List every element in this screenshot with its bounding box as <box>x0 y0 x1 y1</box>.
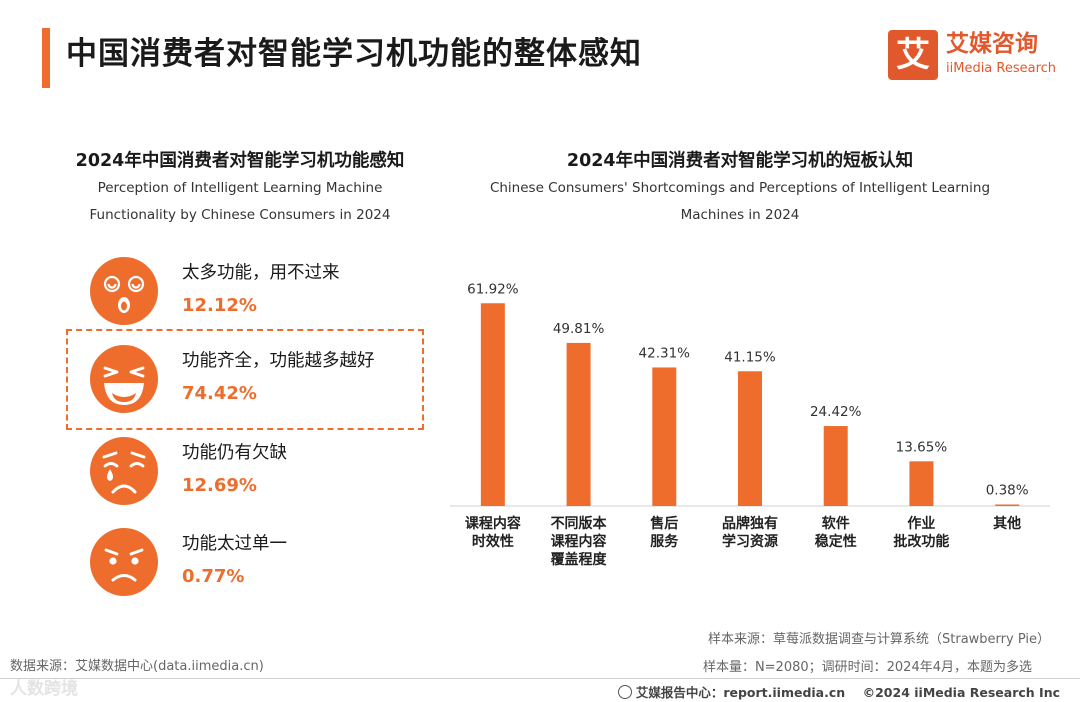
category-label: 稳定性 <box>815 533 857 550</box>
left-subtitle-line1: Perception of Intelligent Learning Machi… <box>97 180 383 196</box>
bar <box>823 426 848 506</box>
watermark: 人数跨境 <box>10 679 78 699</box>
crying-face-icon <box>90 437 158 505</box>
perception-item: 功能齐全，功能越多越好 74.42% <box>88 343 418 423</box>
category-label: 软件 <box>822 515 850 532</box>
perception-label: 功能太过单一 <box>182 534 287 554</box>
bar-value-label: 61.92% <box>467 281 519 297</box>
right-section-title: 2024年中国消费者对智能学习机的短板认知 <box>566 151 914 171</box>
bar <box>738 371 762 506</box>
perception-label: 功能仍有欠缺 <box>182 443 287 463</box>
bar <box>566 342 591 506</box>
bar-value-label: 41.15% <box>724 349 776 365</box>
title-accent-bar <box>42 28 50 88</box>
logo-english-name: iiMedia Research <box>946 61 1057 76</box>
dizzy-face-icon <box>90 257 158 325</box>
perception-label: 功能齐全，功能越多越好 <box>182 351 375 371</box>
bar <box>909 461 934 506</box>
bar <box>995 504 1020 506</box>
footer-bar: 艾媒报告中心：report.iimedia.cn ©2024 iiMedia R… <box>617 682 1060 701</box>
category-label: 品牌独有 <box>722 515 778 532</box>
perception-value: 0.77% <box>182 566 245 587</box>
category-label: 时效性 <box>472 533 514 550</box>
perception-item: 功能仍有欠缺 12.69% <box>88 435 418 515</box>
right-section-subtitle: Chinese Consumers' Shortcomings and Perc… <box>450 175 1030 229</box>
report-center-link[interactable]: 艾媒报告中心：report.iimedia.cn <box>635 685 846 700</box>
footer-divider <box>0 678 1080 679</box>
category-label: 学习资源 <box>722 533 778 550</box>
category-label: 课程内容 <box>465 515 521 532</box>
sample-size: 样本量：N=2080；调研时间：2024年4月，本题为多选 <box>702 660 1032 675</box>
page-title: 中国消费者对智能学习机功能的整体感知 <box>66 36 642 72</box>
bar-value-label: 24.42% <box>810 404 862 420</box>
right-subtitle-line1: Chinese Consumers' Shortcomings and Perc… <box>489 180 991 196</box>
globe-icon <box>617 685 632 699</box>
bar-value-label: 49.81% <box>553 321 605 337</box>
bar <box>480 303 505 506</box>
bar <box>652 367 677 506</box>
category-label: 覆盖程度 <box>551 551 608 568</box>
bar-value-label: 13.65% <box>896 439 948 455</box>
highlight-box <box>66 329 424 430</box>
category-label: 售后 <box>649 515 678 532</box>
copyright: ©2024 iiMedia Research Inc <box>862 685 1060 700</box>
left-section-title: 2024年中国消费者对智能学习机功能感知 <box>75 151 405 171</box>
perception-item: 功能太过单一 0.77% <box>88 526 418 606</box>
perception-value: 12.69% <box>182 475 257 496</box>
perception-value: 74.42% <box>182 383 257 404</box>
iimedia-logo: 艾 艾媒咨询 iiMedia Research <box>888 30 1068 82</box>
perception-value: 12.12% <box>182 295 257 316</box>
right-subtitle-line2: Machines in 2024 <box>680 207 800 223</box>
category-label: 其他 <box>993 515 1021 532</box>
shortcomings-bar-chart: 61.92%课程内容时效性49.81%不同版本课程内容覆盖程度42.31%售后服… <box>450 281 1050 568</box>
data-source: 数据来源：艾媒数据中心(data.iimedia.cn) <box>10 659 264 674</box>
category-label: 课程内容 <box>551 533 607 550</box>
category-label: 不同版本 <box>551 515 608 532</box>
category-label: 作业 <box>907 515 935 532</box>
category-label: 服务 <box>650 533 679 550</box>
left-section-subtitle: Perception of Intelligent Learning Machi… <box>40 175 440 229</box>
sample-source: 样本来源：草莓派数据调查与计算系统（Strawberry Pie） <box>708 632 1050 647</box>
category-label: 批改功能 <box>893 533 949 550</box>
logo-chinese-name: 艾媒咨询 <box>946 31 1038 57</box>
perception-item: 太多功能，用不过来 12.12% <box>88 255 418 335</box>
bar-value-label: 0.38% <box>986 483 1029 499</box>
frowning-face-icon <box>90 528 158 596</box>
left-subtitle-line2: Functionality by Chinese Consumers in 20… <box>89 207 391 223</box>
bar-value-label: 42.31% <box>639 345 691 361</box>
perception-label: 太多功能，用不过来 <box>182 263 340 283</box>
logo-mark-icon: 艾 <box>888 30 938 80</box>
laughing-face-icon <box>90 345 158 413</box>
